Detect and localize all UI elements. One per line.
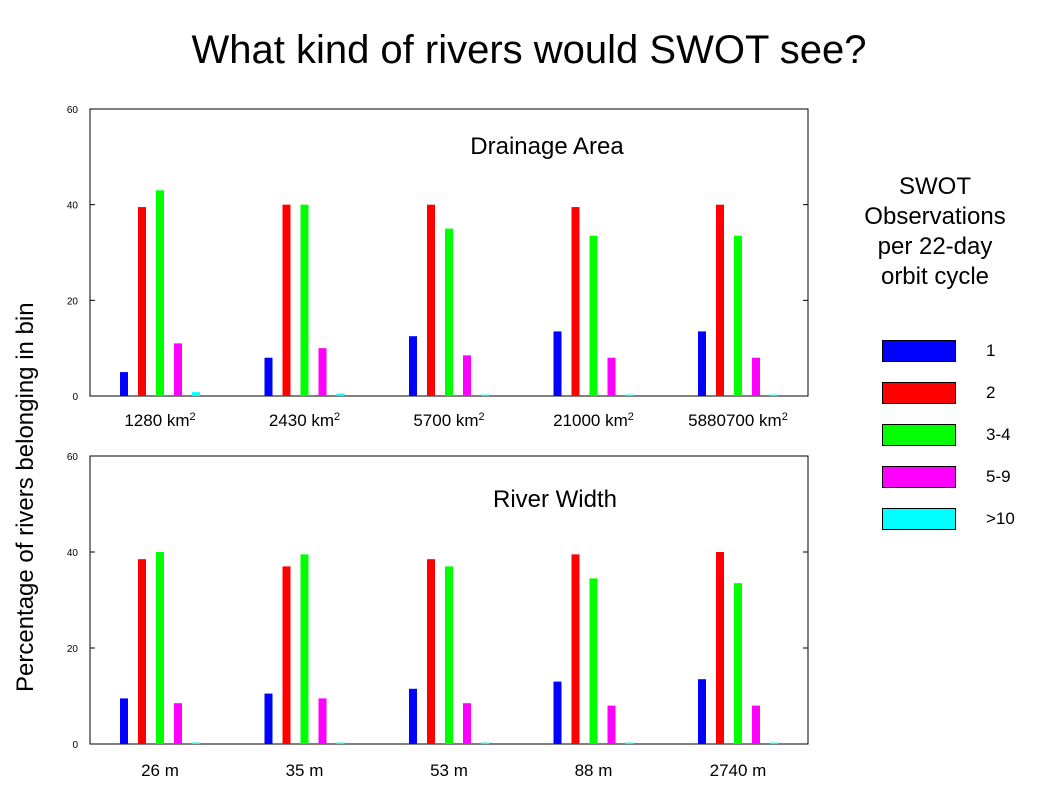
category-label: 2430 km2 [269, 411, 340, 430]
y-tick-label: 40 [67, 201, 79, 212]
bar [716, 204, 724, 396]
legend-swatch [882, 340, 956, 362]
bar [318, 698, 327, 744]
y-tick-label: 20 [67, 644, 79, 655]
bar [698, 331, 706, 396]
bar [409, 688, 417, 744]
y-tick-label: 40 [67, 548, 79, 559]
category-label: 88 m [575, 761, 613, 780]
panel-title: Drainage Area [470, 133, 624, 160]
bar [192, 742, 200, 744]
bar [282, 566, 291, 744]
bar [698, 679, 706, 744]
bar [300, 554, 309, 744]
category-label: 5700 km2 [413, 411, 484, 430]
category-label: 1280 km2 [124, 411, 195, 430]
bar [264, 357, 273, 396]
bar [336, 393, 345, 396]
bar [336, 742, 345, 744]
bar [625, 742, 634, 744]
bar [770, 742, 778, 744]
bar [120, 698, 128, 744]
y-tick-label: 0 [72, 392, 78, 403]
legend-title-line: SWOT [899, 173, 971, 200]
bar [120, 372, 128, 396]
legend-title-line: per 22-day [877, 233, 993, 260]
bar [571, 207, 580, 396]
legend-swatch [882, 382, 956, 404]
legend-label: 2 [986, 383, 996, 402]
bar [607, 357, 616, 396]
bar [156, 190, 164, 396]
bar [607, 705, 616, 744]
bar [192, 392, 200, 396]
y-tick-label: 60 [67, 105, 79, 116]
bar [409, 336, 417, 396]
bar [571, 554, 580, 744]
chart-panel: 0 20 40 60 River Width 26 m 35 m 53 m 88 m 2740 m [67, 452, 809, 780]
bar [752, 705, 760, 744]
bar [427, 559, 435, 744]
bar [427, 204, 435, 396]
legend-swatch [882, 424, 956, 446]
y-tick-label: 20 [67, 296, 79, 307]
legend-label: 5-9 [986, 467, 1011, 486]
legend-label: 3-4 [986, 425, 1011, 444]
bar [553, 331, 562, 396]
legend-title: SWOT Observations per 22-day orbit cycle [840, 172, 1030, 292]
bar [174, 343, 182, 396]
category-label: 5880700 km2 [688, 411, 788, 430]
bar [138, 559, 146, 744]
y-tick-label: 60 [67, 452, 79, 463]
bar [589, 235, 598, 396]
bar [174, 703, 182, 744]
category-label: 21000 km2 [553, 411, 634, 430]
panel-title: River Width [493, 486, 617, 513]
chart-panel: 0 20 40 60 Drainage Area 1280 km2 2430 km2 5700… [67, 105, 809, 430]
bar [752, 357, 760, 396]
bar [318, 348, 327, 396]
category-label: 26 m [141, 761, 179, 780]
legend-swatch [882, 466, 956, 488]
bar [589, 578, 598, 744]
bar [481, 742, 489, 744]
bar [463, 355, 471, 396]
legend-title-line: orbit cycle [880, 263, 990, 290]
category-label: 35 m [286, 761, 324, 780]
bar [138, 207, 146, 396]
bar [734, 235, 742, 396]
legend-title-line: Observations [864, 203, 1006, 230]
bar [734, 583, 742, 744]
page-title: What kind of rivers would SWOT see? [191, 28, 867, 72]
bar [156, 552, 164, 744]
category-label: 2740 m [710, 761, 767, 780]
bar [282, 204, 291, 396]
legend-label: 1 [986, 341, 996, 360]
bar [300, 204, 309, 396]
bar [463, 703, 471, 744]
bar [445, 566, 453, 744]
category-label: 53 m [430, 761, 468, 780]
bar [553, 681, 562, 744]
bar [481, 394, 489, 396]
bar [770, 394, 778, 396]
bar [625, 394, 634, 396]
legend-swatch [882, 508, 956, 530]
bar [716, 552, 724, 744]
bar [264, 693, 273, 744]
legend-label: >10 [986, 509, 1015, 528]
y-tick-label: 0 [72, 740, 78, 751]
bar [445, 228, 453, 396]
